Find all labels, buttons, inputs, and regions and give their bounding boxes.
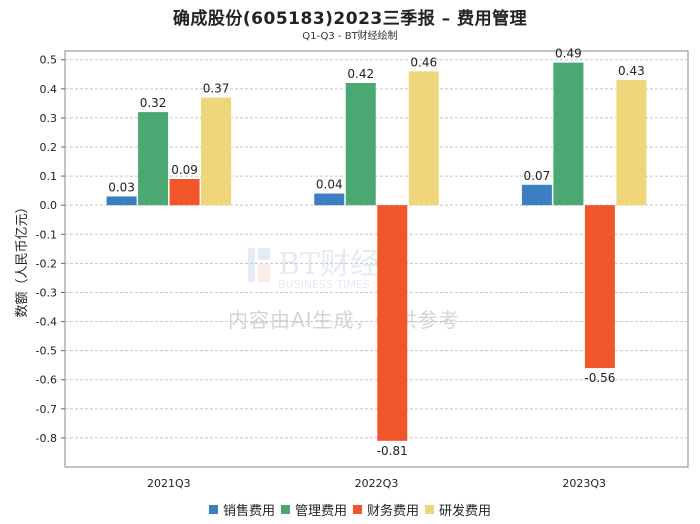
legend-swatch (353, 505, 362, 514)
legend-item: 管理费用 (280, 500, 347, 519)
y-tick-label: -0.7 (36, 403, 57, 416)
bar-研发费用-2021Q3 (201, 97, 232, 206)
bt-watermark-logo: BT财经 BUSINESS TIMES (248, 247, 380, 290)
bar-管理费用-2021Q3 (138, 112, 169, 206)
chart-subtitle: Q1-Q3 - BT财经绘制 (302, 31, 398, 42)
bar-管理费用-2023Q3 (553, 62, 584, 206)
y-tick-label: 0.4 (40, 83, 58, 96)
chart-title: 确成股份(605183)2023三季报 – 费用管理 (172, 9, 528, 29)
y-tick-label: 0.1 (40, 170, 58, 183)
bar-销售费用-2023Q3 (521, 184, 552, 206)
y-tick-label: -0.3 (36, 286, 57, 299)
data-label: -0.56 (584, 371, 615, 385)
legend-label: 管理费用 (294, 504, 347, 519)
data-label: 0.04 (316, 178, 343, 192)
y-tick-label: 0.3 (40, 112, 58, 125)
data-label: 0.46 (410, 55, 437, 69)
data-label: 0.32 (140, 96, 167, 110)
legend-swatch (280, 505, 290, 514)
y-tick-label: -0.2 (36, 257, 57, 270)
y-tick-label: 0.0 (40, 199, 58, 212)
plot-frame (64, 50, 689, 468)
legend-item: 研发费用 (425, 500, 491, 519)
bar-研发费用-2023Q3 (616, 80, 647, 206)
y-tick-label: 0.2 (40, 141, 58, 154)
bar-研发费用-2022Q3 (408, 71, 439, 206)
legend-item: 财务费用 (353, 500, 419, 519)
bar-销售费用-2022Q3 (314, 193, 345, 206)
legend-label: 财务费用 (367, 504, 420, 519)
x-tick-label: 2022Q3 (355, 477, 399, 490)
legend-item: 销售费用 (208, 500, 275, 519)
y-tick-label: -0.8 (36, 432, 57, 445)
legend-label: 研发费用 (439, 504, 492, 519)
data-label: 0.43 (618, 64, 645, 78)
data-label: 0.03 (108, 180, 135, 194)
legend-swatch (208, 505, 218, 514)
bar-财务费用-2023Q3 (584, 205, 615, 369)
watermark-logo-sub: BUSINESS TIMES (278, 278, 370, 290)
y-tick-label: -0.6 (36, 374, 57, 387)
y-tick-label: -0.1 (36, 228, 57, 241)
data-label: -0.81 (377, 444, 408, 458)
legend-swatch (425, 505, 435, 514)
data-label: 0.42 (347, 67, 374, 81)
bar-财务费用-2021Q3 (169, 179, 200, 206)
y-tick-label: -0.5 (36, 345, 57, 358)
y-axis-label: 数额（人民币亿元） (15, 200, 30, 317)
watermark-logo-text: BT财经 (278, 247, 380, 282)
bar-管理费用-2022Q3 (345, 83, 376, 206)
x-tick-label: 2021Q3 (147, 477, 191, 490)
data-label: 0.49 (555, 47, 582, 61)
legend: 销售费用 管理费用 财务费用 研发费用 (0, 500, 700, 519)
bar-销售费用-2021Q3 (106, 196, 137, 206)
legend-label: 销售费用 (222, 504, 275, 519)
x-tick-label: 2023Q3 (562, 477, 606, 490)
watermark-text: 内容由AI生成，仅供参考 (228, 308, 460, 332)
y-tick-label: -0.4 (36, 316, 57, 329)
y-tick-label: 0.5 (40, 54, 58, 67)
data-label: 0.07 (524, 169, 551, 183)
data-label: 0.37 (203, 82, 230, 96)
bar-财务费用-2022Q3 (377, 205, 408, 441)
data-label: 0.09 (171, 163, 198, 177)
